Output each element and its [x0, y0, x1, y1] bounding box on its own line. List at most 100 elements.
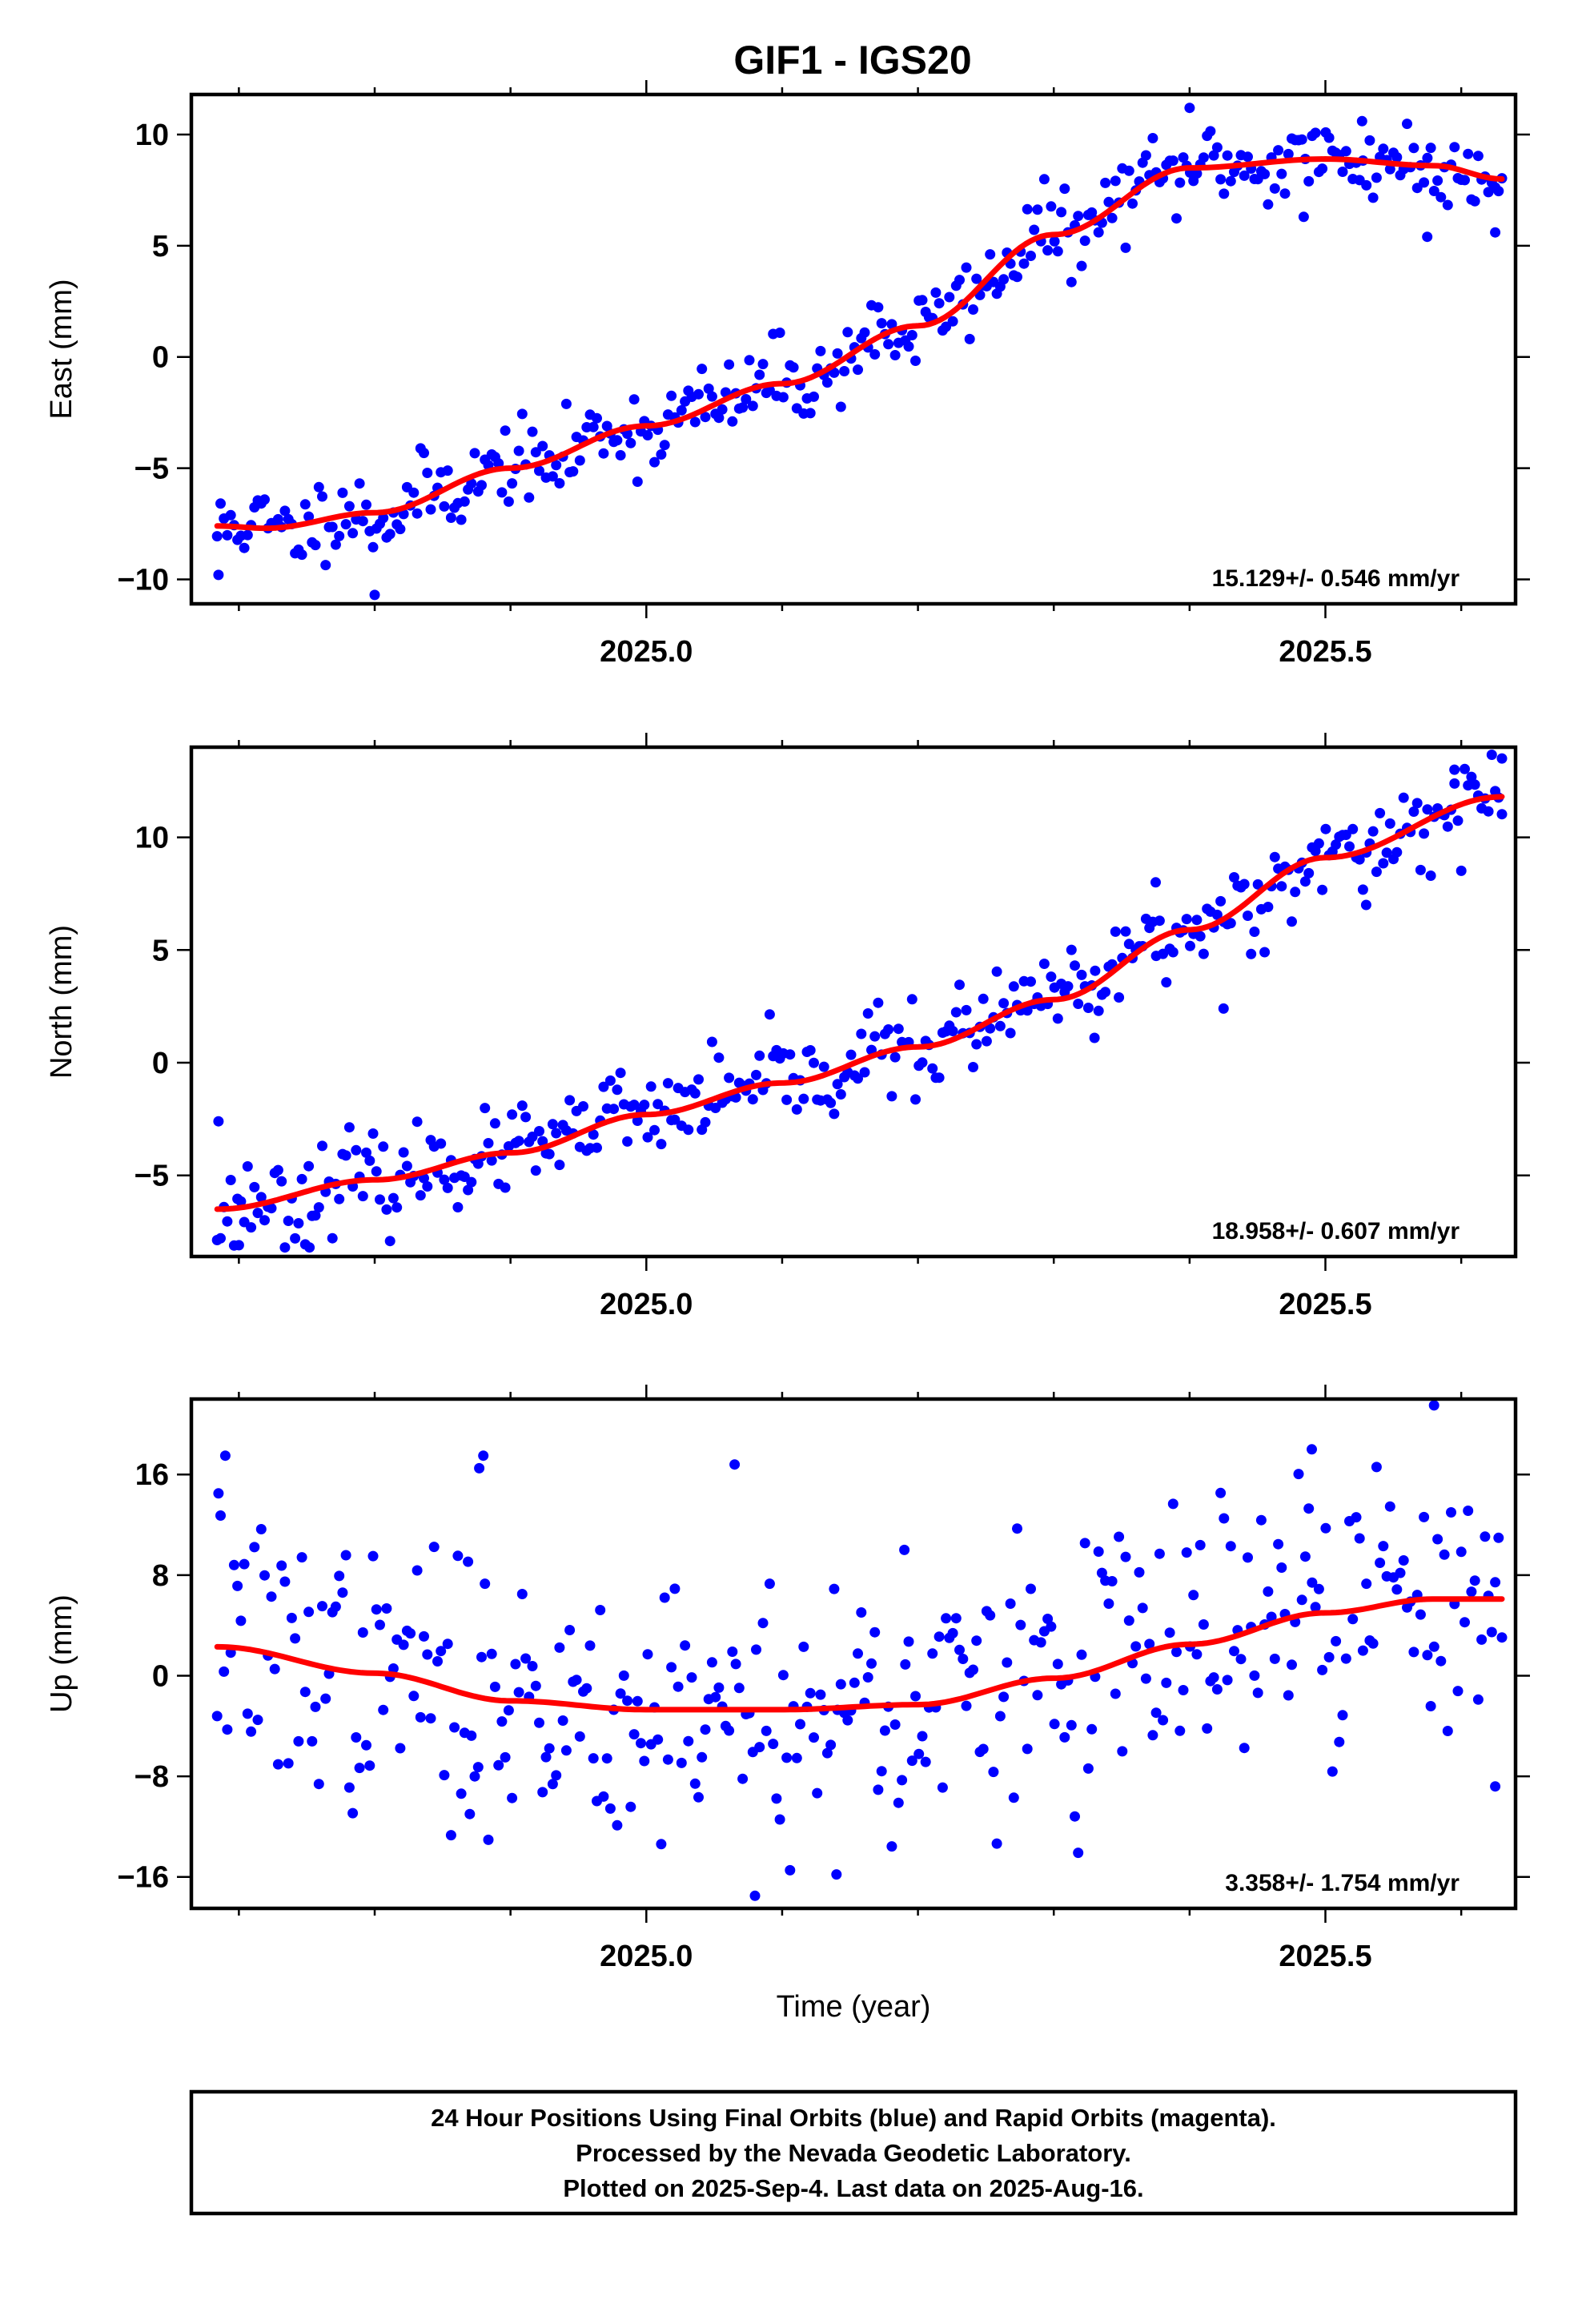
east-point [615, 450, 626, 460]
up-point [1249, 1670, 1260, 1681]
east-point [1022, 203, 1033, 215]
east-point [625, 437, 636, 448]
east-point [1432, 175, 1443, 186]
north-point [439, 1174, 450, 1185]
east-point [832, 348, 843, 359]
up-point [1269, 1653, 1280, 1664]
east-point [1283, 148, 1294, 159]
up-point [419, 1630, 429, 1642]
up-point [259, 1570, 270, 1581]
east-point [612, 435, 623, 446]
up-point [337, 1587, 348, 1598]
up-point [615, 1688, 626, 1699]
north-point [1185, 940, 1195, 951]
up-point [893, 1797, 904, 1808]
north-point [835, 1089, 846, 1100]
north-point [252, 1208, 263, 1219]
east-point [821, 377, 833, 388]
north-point [713, 1052, 725, 1063]
north-point [1252, 879, 1263, 890]
east-point [1123, 165, 1134, 176]
east-point [340, 519, 351, 530]
east-point [666, 390, 677, 401]
up-point [560, 1745, 572, 1756]
north-point [1052, 1013, 1063, 1024]
north-point [480, 1103, 491, 1114]
north-point [856, 1028, 867, 1039]
up-point [628, 1729, 640, 1740]
north-point [266, 1203, 277, 1214]
up-point [493, 1759, 504, 1771]
north-point [303, 1160, 315, 1172]
north-point [215, 1232, 226, 1244]
up-point [351, 1732, 362, 1743]
up-point [1082, 1763, 1094, 1774]
north-point [276, 1176, 287, 1187]
north-point [747, 1094, 758, 1105]
east-point [439, 501, 450, 512]
north-point [1154, 915, 1165, 927]
east-point [1225, 175, 1236, 187]
north-point [706, 1036, 717, 1047]
up-point [971, 1635, 982, 1647]
up-point [994, 1711, 1006, 1722]
north-point [1422, 804, 1433, 815]
east-point [225, 509, 236, 521]
north-point [917, 1057, 928, 1068]
east-point [384, 529, 396, 540]
up-point [290, 1633, 301, 1644]
east-point [876, 318, 887, 329]
north-point [883, 1024, 894, 1035]
up-point [639, 1755, 650, 1767]
north-point [246, 1222, 257, 1233]
east-ytick-label-2: 0 [152, 341, 169, 375]
north-point [1456, 865, 1467, 876]
up-point [835, 1679, 846, 1690]
east-point [727, 416, 738, 427]
north-point [520, 1112, 532, 1123]
east-point [343, 501, 355, 512]
up-point [1317, 1664, 1328, 1675]
up-point [581, 1683, 592, 1694]
north-point [669, 1114, 681, 1125]
up-point [1191, 1649, 1203, 1660]
up-point [636, 1738, 646, 1749]
up-points [211, 1400, 1508, 1901]
up-point [1208, 1672, 1219, 1683]
north-ytick-label-2: 5 [152, 934, 169, 967]
east-point [367, 541, 379, 553]
up-point [825, 1739, 837, 1751]
east-xtick-label-0: 2025.0 [600, 635, 693, 669]
up-point [618, 1670, 629, 1681]
north-xtick-label-1: 2025.5 [1279, 1288, 1371, 1321]
north-point [608, 1104, 620, 1115]
up-point [1331, 1635, 1342, 1647]
up-point [428, 1542, 440, 1553]
east-point [1296, 134, 1307, 145]
east-point [259, 494, 270, 505]
north-point [1425, 870, 1436, 881]
east-point [1174, 177, 1186, 188]
up-point [313, 1779, 324, 1790]
up-point [1022, 1743, 1033, 1755]
up-point [1211, 1684, 1223, 1695]
east-point [1056, 207, 1067, 218]
north-point [310, 1210, 321, 1221]
north-point [442, 1182, 453, 1193]
north-point-outlier-2 [304, 1242, 315, 1253]
east-point [1046, 201, 1057, 212]
east-point [466, 478, 477, 489]
up-point [815, 1689, 826, 1700]
up-point [906, 1755, 917, 1767]
up-point [785, 1864, 796, 1876]
up-point [1015, 1619, 1026, 1630]
east-point [700, 412, 711, 423]
up-point [1313, 1583, 1324, 1594]
north-point [751, 1069, 761, 1080]
footer-frame [189, 2089, 1518, 2216]
up-point [246, 1726, 257, 1737]
north-point [1287, 916, 1297, 927]
up-point [1476, 1634, 1488, 1645]
up-point [1425, 1701, 1436, 1711]
east-point [1029, 224, 1040, 235]
